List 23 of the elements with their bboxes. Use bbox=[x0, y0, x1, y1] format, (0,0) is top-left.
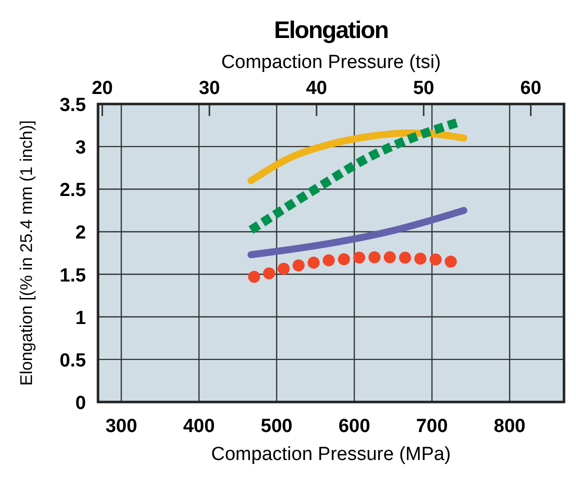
chart-title: Elongation bbox=[274, 17, 388, 44]
y-tick-label: 3.5 bbox=[60, 95, 86, 116]
x-tick-label: 600 bbox=[338, 416, 370, 437]
x-tick-label: 300 bbox=[105, 416, 138, 437]
x2-tick-label: 40 bbox=[306, 78, 328, 99]
y-tick-label: 0 bbox=[75, 393, 86, 414]
x2-tick-label: 50 bbox=[413, 78, 434, 99]
x2-tick-label: 60 bbox=[520, 78, 542, 99]
x-tick-label: 800 bbox=[494, 416, 526, 437]
x2-tick-label: 30 bbox=[198, 78, 220, 99]
y-tick-label: 1 bbox=[75, 308, 86, 329]
x-tick-label: 400 bbox=[183, 416, 215, 437]
x2-axis-title: Compaction Pressure (tsi) bbox=[221, 52, 441, 73]
y-tick-label: 3 bbox=[75, 138, 86, 159]
y-tick-label: 0.5 bbox=[60, 350, 86, 372]
y-tick-label: 1.5 bbox=[60, 265, 86, 286]
x-tick-label: 700 bbox=[416, 416, 448, 437]
x2-tick-label: 20 bbox=[92, 78, 113, 99]
x-tick-label: 500 bbox=[260, 416, 292, 437]
y-axis-title: Elongation [(% in 25.4 mm (1 inch)] bbox=[17, 120, 36, 386]
x-axis-title: Compaction Pressure (MPa) bbox=[211, 444, 451, 465]
y-tick-label: 2.5 bbox=[60, 180, 86, 202]
y-tick-label: 2 bbox=[75, 222, 86, 244]
